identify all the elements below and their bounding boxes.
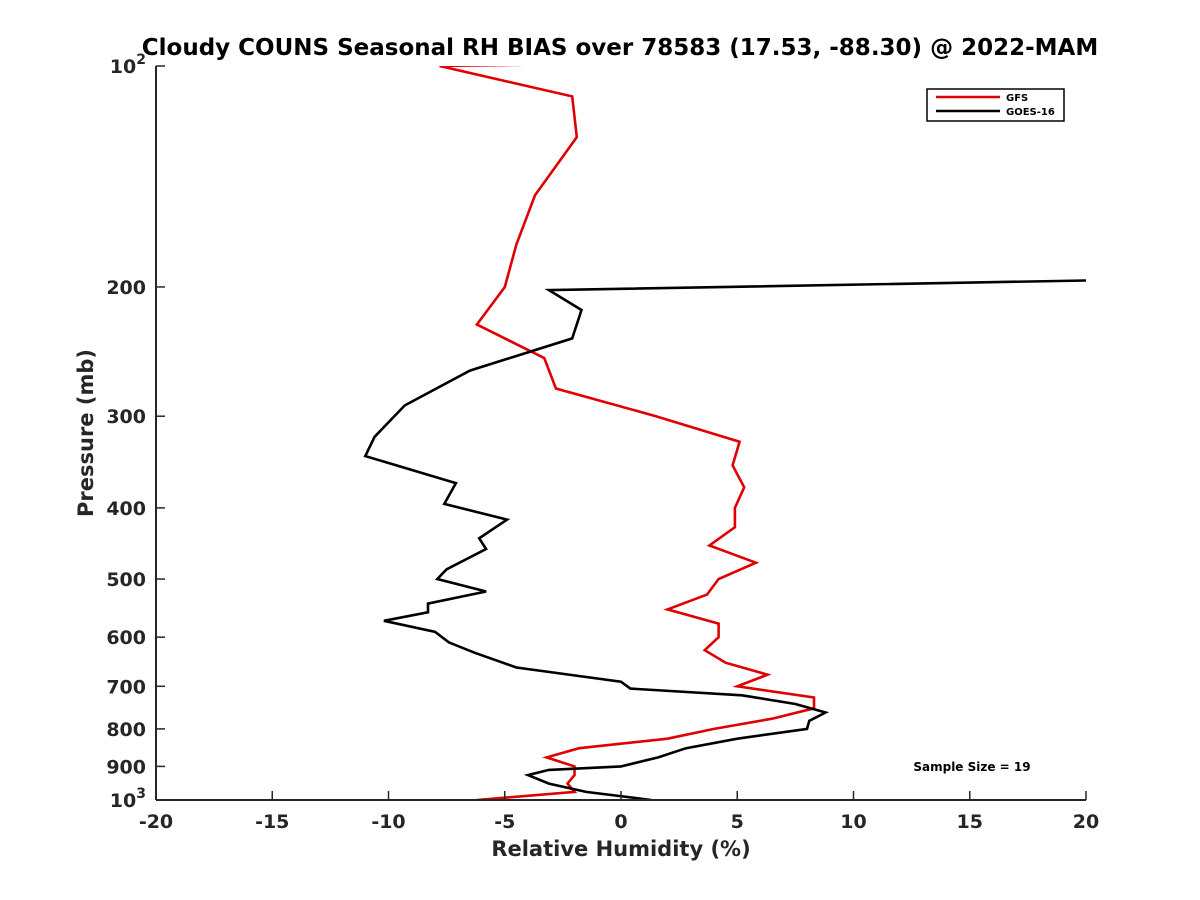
y-tick-label: 600	[106, 627, 146, 649]
y-tick-label: 300	[106, 406, 146, 428]
chart-title: Cloudy COUNS Seasonal RH BIAS over 78583…	[142, 35, 1098, 61]
legend-box	[926, 88, 1065, 122]
plot-area	[155, 66, 1086, 801]
x-tick-label: -10	[371, 811, 405, 833]
x-tick-label: 0	[614, 811, 627, 833]
x-tick-label: -5	[494, 811, 515, 833]
y-tick-exponent: 2	[136, 52, 146, 68]
y-tick-label: 103	[110, 786, 146, 812]
legend-label-goes16: GOES-16	[1006, 107, 1055, 118]
series-layer	[363, 66, 1086, 800]
series-line-goes16	[363, 279, 1086, 800]
x-tick-label: 15	[957, 811, 983, 833]
y-tick-label: 900	[106, 756, 146, 778]
y-tick-label: 102	[110, 52, 146, 78]
x-tick-label: -15	[255, 811, 289, 833]
series-line-gfs	[439, 66, 816, 800]
x-axis-ticks: -20 -15 -10 -5 0 5 10 15 20	[139, 791, 1099, 833]
x-tick-label: -20	[139, 811, 173, 833]
x-tick-label: 10	[840, 811, 866, 833]
x-tick-label: 5	[731, 811, 744, 833]
y-tick-label: 400	[106, 498, 146, 520]
y-tick-exponent: 3	[136, 786, 146, 802]
y-axis-label: Pressure (mb)	[74, 349, 98, 517]
y-tick-label: 500	[106, 569, 146, 591]
sample-size-annotation: Sample Size = 19	[913, 760, 1030, 774]
y-tick-label: 800	[106, 719, 146, 741]
y-tick-label: 700	[106, 676, 146, 698]
y-tick-base: 10	[110, 56, 136, 78]
x-tick-label: 20	[1073, 811, 1099, 833]
y-tick-base: 10	[110, 790, 136, 812]
legend-label-gfs: GFS	[1006, 93, 1028, 104]
y-tick-label: 200	[106, 277, 146, 299]
x-axis-label: Relative Humidity (%)	[491, 837, 750, 861]
legend: GFS GOES-16	[926, 88, 1065, 122]
